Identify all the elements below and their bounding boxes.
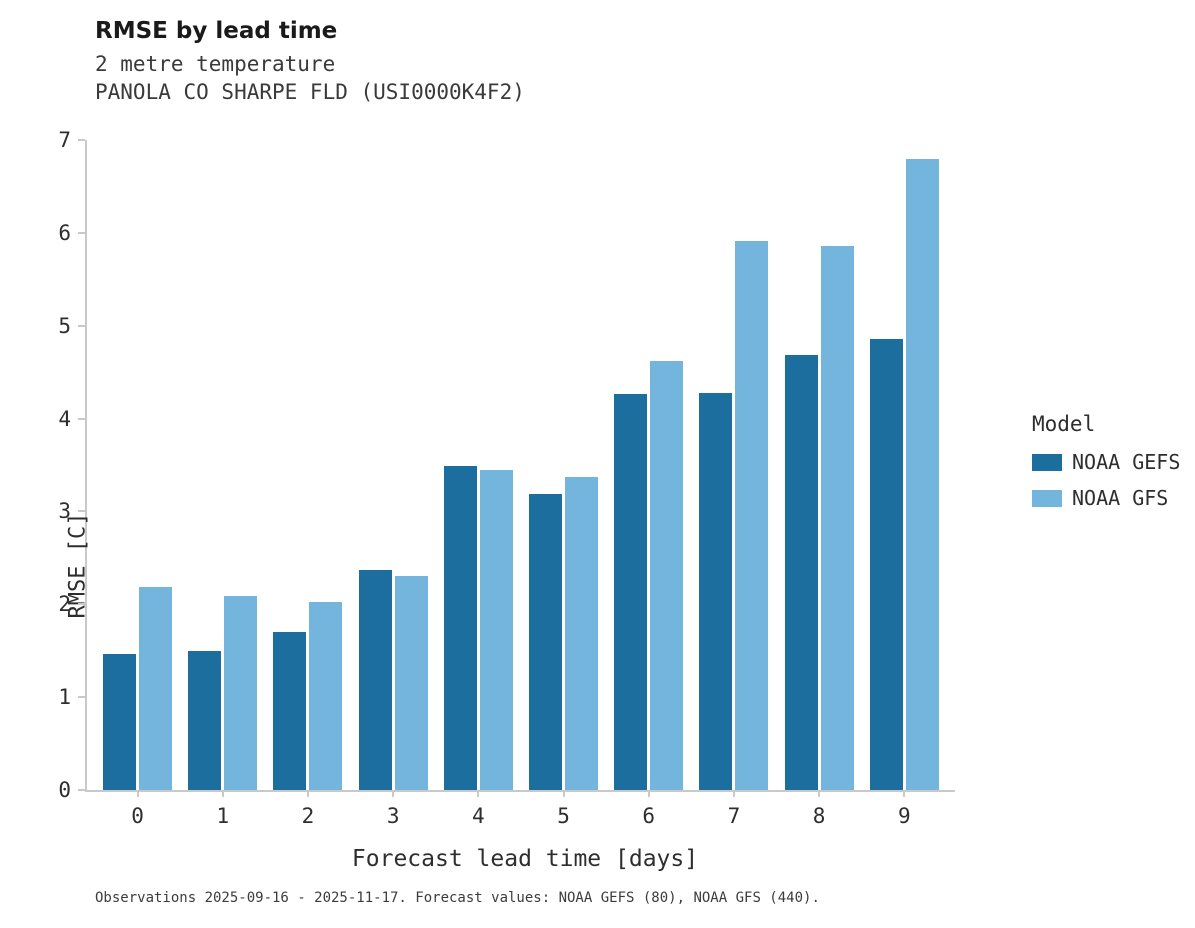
x-tick-label-2: 2	[301, 804, 315, 828]
y-tick-mark-4	[78, 417, 85, 420]
legend-items: NOAA GEFS NOAA GFS	[1032, 450, 1180, 510]
bar-noaa-gfs-4	[479, 469, 513, 790]
bar-noaa-gefs-6	[614, 393, 648, 790]
x-tick-mark	[392, 790, 395, 797]
bar-noaa-gefs-5	[529, 493, 563, 790]
legend-label: NOAA GEFS	[1072, 450, 1181, 474]
x-tick-mark	[818, 790, 821, 797]
y-tick-label-7: 7	[58, 128, 71, 152]
bar-noaa-gfs-6	[650, 361, 684, 790]
bar-group-1: 1	[188, 140, 258, 828]
bar-noaa-gfs-1	[224, 595, 258, 790]
y-tick-label-3: 3	[58, 499, 71, 524]
bar-noaa-gfs-8	[820, 245, 854, 790]
footer-caption: Observations 2025-09-16 - 2025-11-17. Fo…	[95, 890, 820, 906]
bar-noaa-gefs-2	[273, 632, 307, 790]
bar-noaa-gfs-9	[905, 158, 939, 790]
bar-group-0: 0	[103, 140, 173, 828]
y-tick-label-2: 2	[58, 592, 71, 617]
y-tick-label-5: 5	[58, 313, 71, 338]
legend-title: Model	[1032, 412, 1096, 436]
y-tick-label-1: 1	[58, 685, 71, 710]
bar-group-5: 5	[529, 140, 599, 828]
chart-title: RMSE by lead time	[95, 18, 338, 44]
legend-label: NOAA GFS	[1072, 486, 1169, 510]
y-tick-label-6: 6	[58, 220, 71, 245]
bar-noaa-gefs-3	[358, 569, 392, 790]
x-tick-label-8: 8	[812, 804, 826, 828]
x-tick-label-9: 9	[897, 804, 911, 828]
x-tick-mark	[732, 790, 735, 797]
bar-group-3: 3	[358, 140, 428, 828]
y-tick-mark-5	[78, 324, 85, 327]
x-axis-title: Forecast lead time [days]	[351, 846, 699, 872]
bar-noaa-gfs-7	[735, 241, 769, 790]
bar-group-7: 7	[699, 140, 769, 828]
x-tick-label-6: 6	[642, 804, 656, 828]
bar-noaa-gefs-8	[784, 354, 818, 790]
bar-noaa-gefs-4	[443, 465, 477, 790]
bar-noaa-gfs-3	[394, 575, 428, 790]
x-tick-label-5: 5	[557, 804, 570, 828]
bar-noaa-gefs-9	[869, 338, 903, 790]
bar-noaa-gfs-2	[309, 601, 343, 790]
bar-noaa-gfs-5	[565, 477, 599, 790]
legend-swatch-noaa-gefs	[1032, 453, 1062, 471]
x-tick-label-4: 4	[472, 804, 485, 828]
bar-noaa-gefs-7	[699, 392, 733, 790]
y-tick-mark-0	[78, 789, 85, 791]
chart-subtitle-variable: 2 metre temperature	[95, 52, 336, 76]
bar-noaa-gfs-0	[139, 586, 173, 790]
x-tick-mark	[136, 790, 139, 797]
bar-noaa-gefs-1	[188, 650, 222, 790]
y-tick-mark-7	[78, 139, 85, 141]
x-tick-mark	[647, 790, 650, 797]
bar-group-2: 2	[273, 140, 343, 828]
y-tick-mark-1	[78, 696, 85, 699]
y-tick-mark-3	[78, 510, 85, 513]
chart-subtitle-station: PANOLA CO SHARPE FLD (USI0000K4F2)	[95, 80, 525, 104]
x-tick-mark	[221, 790, 224, 797]
bar-group-9: 9	[869, 140, 939, 828]
y-tick-mark-6	[78, 231, 85, 234]
bar-group-8: 8	[784, 140, 854, 828]
x-tick-label-1: 1	[216, 804, 230, 828]
legend-item-noaa-gefs: NOAA GEFS	[1032, 450, 1180, 474]
x-tick-label-3: 3	[386, 804, 400, 828]
x-tick-label-7: 7	[727, 804, 741, 828]
bar-groups-container: 0 1 2 3 4 5 6 7 8 9	[87, 140, 955, 828]
y-tick-label-0: 0	[58, 778, 71, 802]
x-tick-mark	[306, 790, 309, 797]
y-tick-mark-2	[78, 603, 85, 606]
legend-swatch-noaa-gfs	[1032, 489, 1062, 507]
bar-group-4: 4	[443, 140, 513, 828]
y-tick-label-4: 4	[58, 406, 71, 431]
x-tick-mark	[903, 790, 906, 797]
bar-group-6: 6	[614, 140, 684, 828]
bar-noaa-gefs-0	[103, 654, 137, 790]
x-tick-mark	[477, 790, 480, 797]
x-tick-mark	[562, 790, 565, 797]
legend-item-noaa-gfs: NOAA GFS	[1032, 486, 1180, 510]
x-tick-label-0: 0	[131, 804, 144, 828]
legend: Model NOAA GEFS NOAA GFS	[1032, 412, 1180, 522]
